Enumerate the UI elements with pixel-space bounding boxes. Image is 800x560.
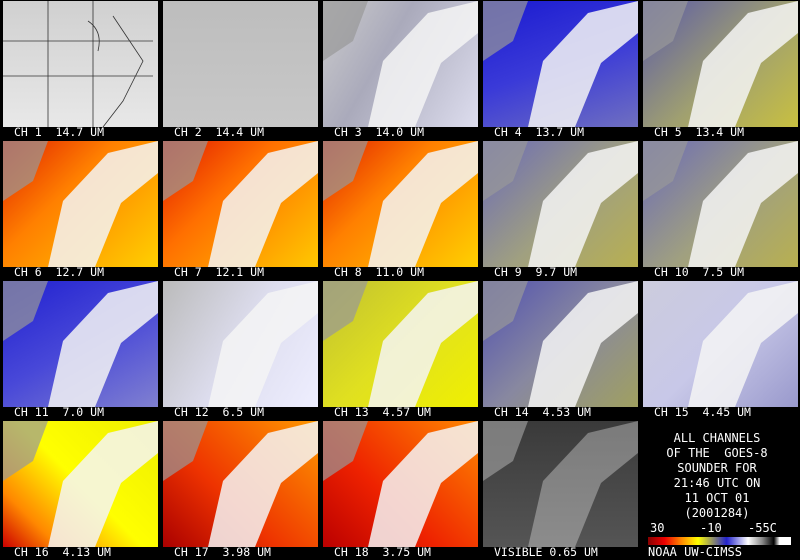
- satellite-image: [163, 141, 318, 267]
- channel-label: CH 3 14.0 UM: [334, 125, 425, 139]
- legend-line: 11 OCT 01: [684, 491, 750, 505]
- image-overlay: [163, 141, 318, 267]
- channel-panel: CH 11 7.0 UM: [0, 280, 160, 420]
- legend-line: (2001284): [684, 506, 750, 520]
- channel-label: CH 14 4.53 UM: [494, 405, 591, 419]
- image-overlay: [3, 1, 153, 127]
- channel-label: CH 11 7.0 UM: [14, 405, 105, 419]
- satellite-image: [643, 1, 798, 127]
- satellite-image: [483, 1, 638, 127]
- channel-label: CH 13 4.57 UM: [334, 405, 431, 419]
- image-overlay: [323, 141, 478, 267]
- channel-panel: CH 3 14.0 UM: [320, 0, 480, 140]
- image-overlay: [483, 421, 638, 547]
- legend-line: OF THE GOES-8: [666, 446, 768, 460]
- image-overlay: [208, 281, 318, 407]
- image-overlay: [643, 1, 798, 127]
- channel-label: CH 7 12.1 UM: [174, 265, 265, 279]
- satellite-image: [3, 1, 158, 127]
- channel-panel: CH 9 9.7 UM: [480, 140, 640, 280]
- channel-panel: CH 13 4.57 UM: [320, 280, 480, 420]
- legend-line: SOUNDER FOR: [677, 461, 757, 475]
- satellite-image: [483, 421, 638, 547]
- channel-panel: CH 16 4.13 UM: [0, 420, 160, 560]
- scale-label: -10: [700, 521, 722, 535]
- scale-label: 30: [650, 521, 665, 535]
- channel-label: CH 15 4.45 UM: [654, 405, 751, 419]
- image-overlay: [643, 141, 798, 267]
- channel-label: CH 10 7.5 UM: [654, 265, 745, 279]
- satellite-image: [323, 1, 478, 127]
- channel-label: CH 2 14.4 UM: [174, 125, 265, 139]
- channel-panel: VISIBLE 0.65 UM: [480, 420, 640, 560]
- channel-label: VISIBLE 0.65 UM: [494, 545, 598, 559]
- image-overlay: [323, 281, 478, 407]
- channel-panel: CH 6 12.7 UM: [0, 140, 160, 280]
- channel-panel: CH 2 14.4 UM: [160, 0, 320, 140]
- channel-label: CH 12 6.5 UM: [174, 405, 265, 419]
- image-overlay: [3, 141, 158, 267]
- channel-panel: CH 14 4.53 UM: [480, 280, 640, 420]
- satellite-image: [643, 281, 798, 407]
- channel-label: CH 16 4.13 UM: [14, 545, 111, 559]
- satellite-image: [323, 141, 478, 267]
- satellite-image: [483, 141, 638, 267]
- channel-panel: CH 7 12.1 UM: [160, 140, 320, 280]
- channel-label: CH 5 13.4 UM: [654, 125, 745, 139]
- satellite-image: [643, 141, 798, 267]
- channel-label: CH 4 13.7 UM: [494, 125, 585, 139]
- channel-label: CH 18 3.75 UM: [334, 545, 431, 559]
- satellite-image: [163, 281, 318, 407]
- channel-panel: CH 5 13.4 UM: [640, 0, 800, 140]
- channel-label: CH 17 3.98 UM: [174, 545, 271, 559]
- scale-label: -55C: [748, 521, 777, 535]
- channel-label: CH 6 12.7 UM: [14, 265, 105, 279]
- image-overlay: [323, 421, 478, 547]
- image-overlay: [483, 281, 638, 407]
- channel-panel: CH 8 11.0 UM: [320, 140, 480, 280]
- channel-label: CH 8 11.0 UM: [334, 265, 425, 279]
- channel-panel: CH 10 7.5 UM: [640, 140, 800, 280]
- color-scale-bar: [648, 537, 791, 545]
- legend-line: 21:46 UTC ON: [673, 476, 761, 490]
- channel-panel: CH 4 13.7 UM: [480, 0, 640, 140]
- legend-line: ALL CHANNELS: [673, 431, 761, 445]
- satellite-image: [3, 421, 158, 547]
- image-overlay: [163, 421, 318, 547]
- satellite-image: [163, 421, 318, 547]
- credit: NOAA UW-CIMSS: [648, 545, 742, 559]
- channel-label: CH 9 9.7 UM: [494, 265, 578, 279]
- satellite-image: [323, 421, 478, 547]
- satellite-image: [163, 1, 318, 127]
- channel-panel: CH 17 3.98 UM: [160, 420, 320, 560]
- channel-panel: CH 18 3.75 UM: [320, 420, 480, 560]
- image-overlay: [323, 1, 478, 127]
- satellite-image: [483, 281, 638, 407]
- satellite-image: [3, 141, 158, 267]
- image-overlay: [3, 421, 158, 547]
- image-overlay: [163, 1, 318, 127]
- image-overlay: [3, 281, 158, 407]
- channel-panel: CH 15 4.45 UM: [640, 280, 800, 420]
- image-overlay: [688, 281, 798, 407]
- satellite-image: [323, 281, 478, 407]
- channel-panel: CH 1 14.7 UM: [0, 0, 160, 140]
- image-overlay: [483, 141, 638, 267]
- satellite-image: [3, 281, 158, 407]
- channel-label: CH 1 14.7 UM: [14, 125, 105, 139]
- image-overlay: [483, 1, 638, 127]
- channel-panel: CH 12 6.5 UM: [160, 280, 320, 420]
